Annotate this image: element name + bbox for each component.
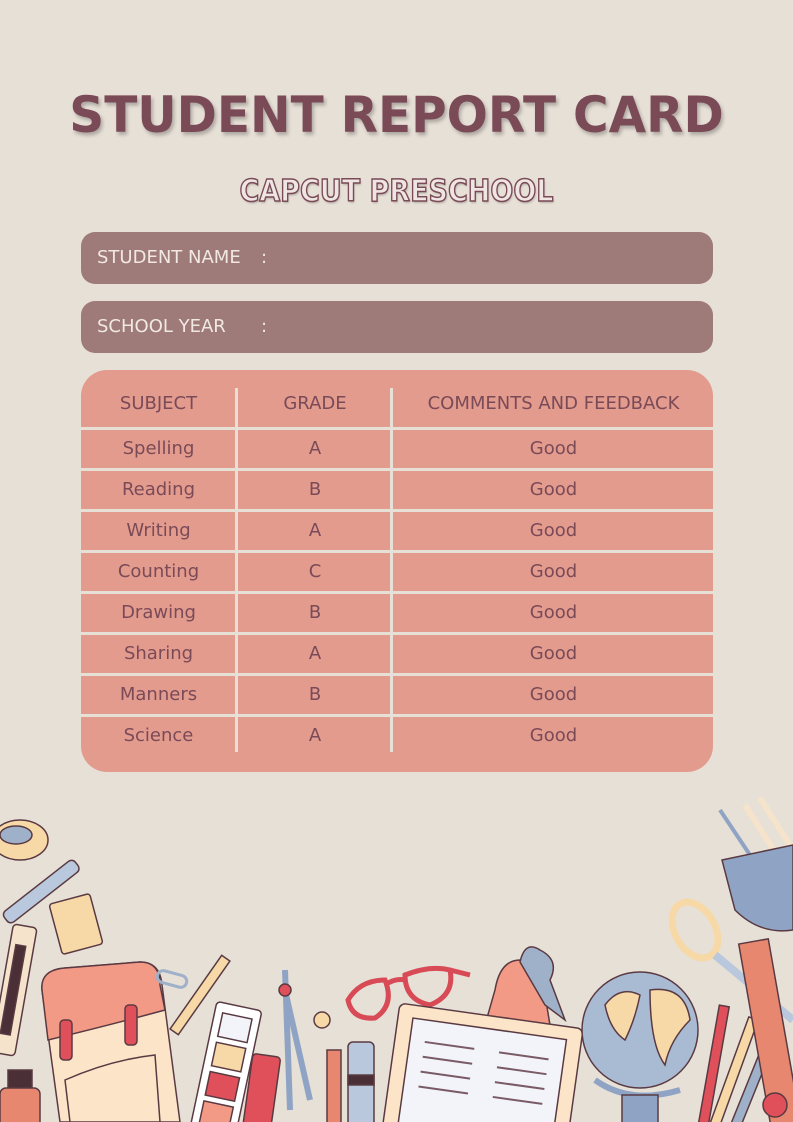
sharpener-icon	[48, 893, 104, 955]
school-name: CAPCUT PRESCHOOL	[239, 173, 554, 210]
bell-icon	[484, 946, 567, 1026]
grade-cell: A	[308, 725, 322, 746]
subject-cell: Writing	[126, 520, 191, 541]
subject-cell: Counting	[117, 561, 200, 582]
notebook-icon	[381, 1003, 584, 1122]
subject-cell: Spelling	[122, 438, 195, 459]
grade-cell: A	[308, 643, 322, 664]
subject-cell: Science	[123, 725, 194, 746]
cutter-icon	[0, 923, 38, 1057]
school-year-separator: :	[261, 316, 268, 337]
grade-cell: B	[308, 602, 322, 623]
column-header-comments: COMMENTS AND FEEDBACK	[427, 393, 680, 414]
school-year-label: SCHOOL YEAR	[97, 316, 226, 337]
pencil-icon	[169, 954, 231, 1036]
paint-tube-icon	[241, 1053, 281, 1122]
subject-cell: Reading	[121, 479, 196, 500]
ruler-icon	[737, 937, 793, 1122]
grade-cell: B	[308, 479, 322, 500]
row-divider	[81, 427, 713, 430]
school-year-field[interactable]: SCHOOL YEAR :	[81, 301, 713, 353]
globe-icon	[581, 971, 699, 1122]
page-title: STUDENT REPORT CARD	[69, 86, 724, 144]
comment-cell: Good	[529, 561, 578, 582]
subject-cell: Manners	[119, 684, 198, 705]
compass-icon	[278, 969, 313, 1111]
comment-cell: Good	[529, 643, 578, 664]
subject-cell: Drawing	[121, 602, 196, 623]
paint-palette-icon	[189, 1001, 262, 1122]
row-divider	[81, 673, 713, 676]
pen-icon	[2, 859, 80, 924]
apple-icon	[762, 1092, 788, 1118]
row-divider	[81, 509, 713, 512]
row-divider	[81, 468, 713, 471]
student-name-field[interactable]: STUDENT NAME :	[81, 232, 713, 284]
row-divider	[81, 632, 713, 635]
comment-cell: Good	[529, 479, 578, 500]
bottle-icon	[0, 1069, 41, 1122]
comment-cell: Good	[529, 520, 578, 541]
paperclip-icon	[155, 969, 189, 989]
comment-cell: Good	[529, 684, 578, 705]
column-divider	[390, 388, 393, 752]
grade-cell: A	[308, 520, 322, 541]
row-divider	[81, 550, 713, 553]
column-header-subject: SUBJECT	[119, 393, 198, 414]
backpack-icon	[41, 961, 181, 1122]
subject-cell: Sharing	[123, 643, 194, 664]
row-divider	[81, 591, 713, 594]
pencil-icon	[695, 1004, 773, 1122]
school-supplies-illustration	[0, 796, 793, 1122]
pencil-cup-icon	[718, 796, 793, 932]
comment-cell: Good	[529, 725, 578, 746]
grade-cell: B	[308, 684, 322, 705]
pushpin-icon	[313, 1011, 331, 1029]
grade-cell: C	[308, 561, 322, 582]
grades-table: SUBJECT GRADE COMMENTS AND FEEDBACK Spel…	[81, 370, 713, 772]
row-divider	[81, 714, 713, 717]
column-header-grade: GRADE	[283, 393, 347, 414]
tape-icon	[0, 819, 49, 861]
comment-cell: Good	[529, 438, 578, 459]
grade-cell: A	[308, 438, 322, 459]
student-name-label: STUDENT NAME	[97, 247, 241, 268]
student-name-separator: :	[261, 247, 268, 268]
glue-tube-icon	[347, 1041, 375, 1122]
comment-cell: Good	[529, 602, 578, 623]
crayon-icon	[326, 1049, 342, 1122]
glasses-icon	[345, 965, 471, 1021]
column-divider	[235, 388, 238, 752]
